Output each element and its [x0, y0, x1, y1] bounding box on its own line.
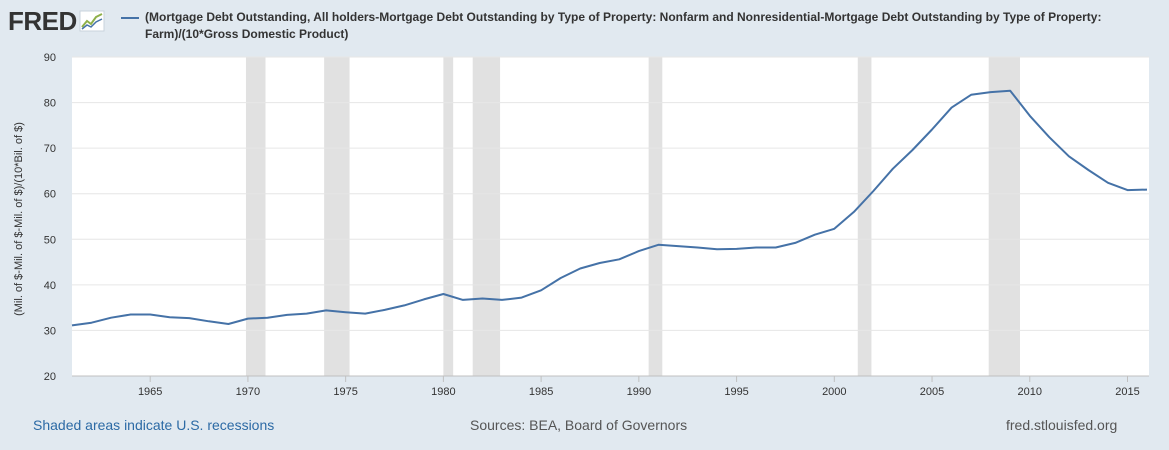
- x-tick-label: 2015: [1115, 386, 1139, 398]
- recession-note: Shaded areas indicate U.S. recessions: [33, 417, 275, 433]
- fred-chart-icon: [79, 10, 105, 32]
- x-tick-label: 1995: [724, 386, 748, 398]
- recession-band-3: [443, 57, 454, 376]
- x-tick-label: 2000: [822, 386, 846, 398]
- sources-note: Sources: BEA, Board of Governors: [470, 417, 688, 433]
- legend-series-label[interactable]: (Mortgage Debt Outstanding, All holders-…: [145, 10, 1102, 41]
- y-tick-label: 30: [44, 325, 56, 337]
- fred-logo-text: FRED: [8, 6, 77, 36]
- y-tick-label: 70: [44, 143, 56, 155]
- x-tick-label: 1985: [529, 386, 553, 398]
- x-tick-label: 1965: [138, 386, 162, 398]
- x-tick-label: 2005: [920, 386, 944, 398]
- recession-band-4: [472, 57, 501, 376]
- grid-lines: [72, 56, 1149, 382]
- recession-band-7: [988, 57, 1020, 376]
- y-tick-label: 90: [44, 52, 56, 64]
- y-tick-label: 60: [44, 189, 56, 201]
- y-tick-label: 80: [44, 98, 56, 110]
- legend-line-swatch: [121, 17, 139, 19]
- recession-bands: [245, 57, 1020, 376]
- series-line[interactable]: [71, 89, 1148, 327]
- recession-band-5: [648, 57, 663, 376]
- x-tick-label: 1975: [333, 386, 357, 398]
- recession-band-6: [857, 57, 872, 376]
- recession-band-2: [324, 57, 350, 376]
- fred-logo[interactable]: FRED: [8, 6, 105, 36]
- site-link[interactable]: fred.stlouisfed.org: [1006, 417, 1118, 433]
- x-tick-label: 1980: [431, 386, 455, 398]
- x-tick-label: 2010: [1018, 386, 1042, 398]
- plot-area: [72, 57, 1149, 376]
- recession-band-1: [245, 57, 266, 376]
- y-tick-label: 20: [44, 371, 56, 383]
- axis-labels: 20 30 40 50 60 70 80 90 1965 1970 1975 1980 1985 1990…: [44, 52, 1140, 398]
- x-tick-label: 1990: [627, 386, 651, 398]
- y-tick-label: 50: [44, 234, 56, 246]
- y-tick-label: 40: [44, 280, 56, 292]
- series-layer: [71, 89, 1148, 327]
- x-tick-label: 1970: [236, 386, 260, 398]
- chart-header: FRED (Mortgage Debt Outstanding, All hol…: [0, 0, 1169, 52]
